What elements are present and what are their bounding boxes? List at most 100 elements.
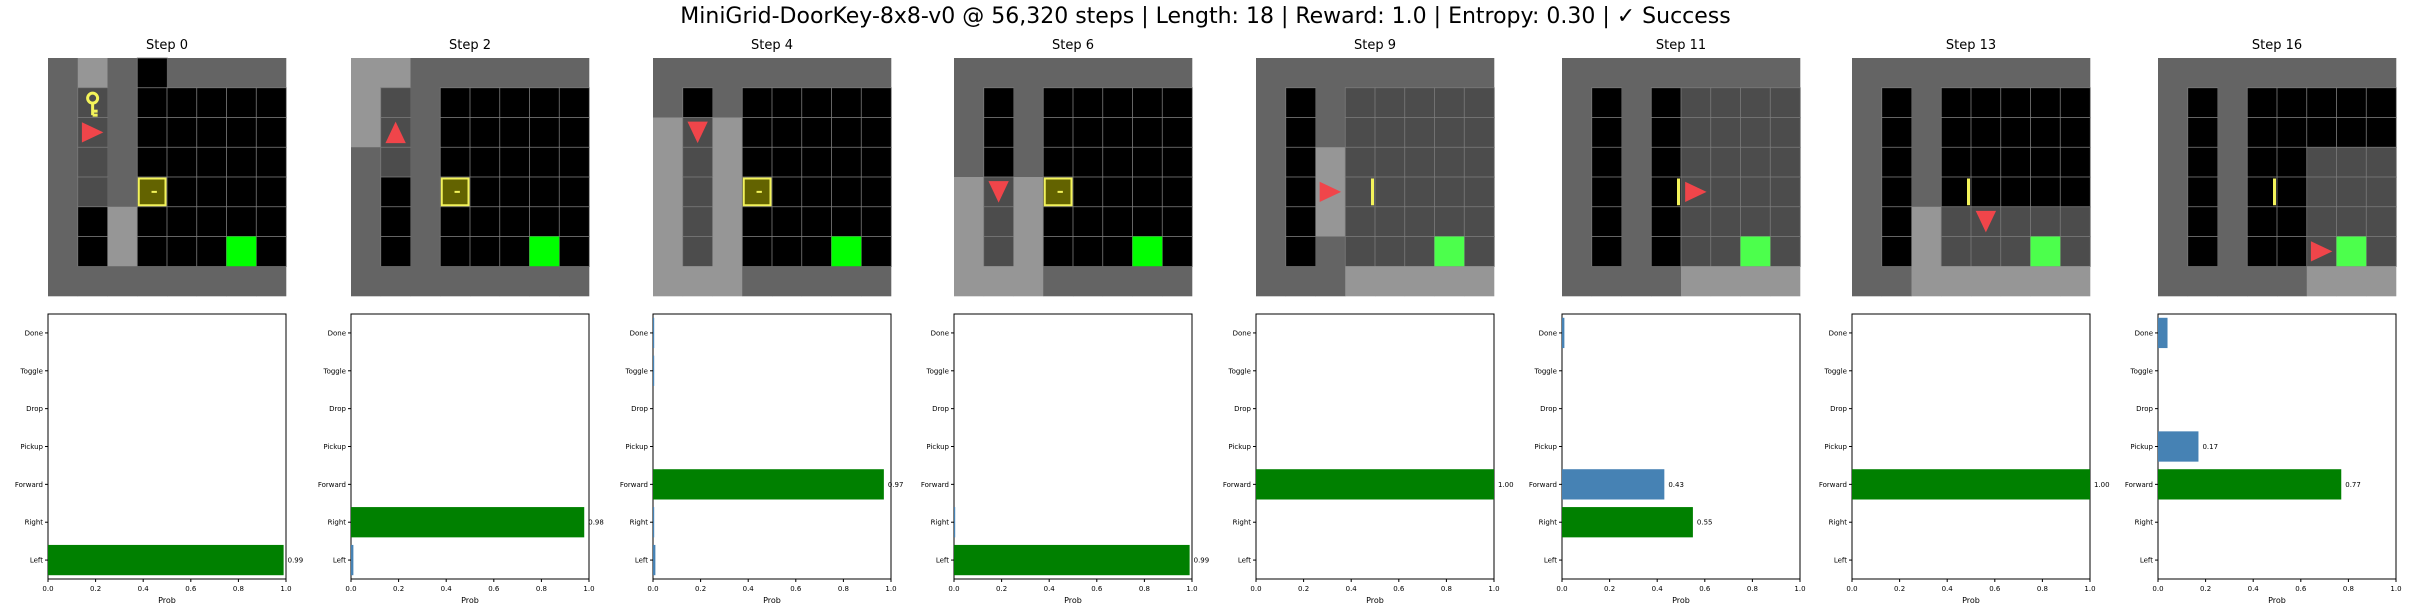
- y-tick-label: Pickup: [323, 443, 346, 451]
- wall-cell: [2366, 266, 2397, 297]
- floor-cell: [771, 146, 803, 178]
- wall-cell: [1315, 58, 1346, 89]
- floor-cell: [1374, 236, 1406, 267]
- wall-cell: [653, 177, 684, 208]
- floor-cell: [1344, 236, 1376, 267]
- x-tick-label: 0.6: [1091, 585, 1103, 593]
- floor-cell: [1434, 206, 1465, 238]
- panel-title: Step 16: [2252, 38, 2302, 53]
- wall-cell: [1256, 117, 1287, 148]
- floor-cell: [469, 236, 501, 267]
- wall-cell: [77, 266, 108, 297]
- x-tick-label: 0.4: [1652, 585, 1664, 593]
- floor-cell: [1680, 87, 1712, 119]
- floor-cell: [1042, 87, 1074, 119]
- wall-cell: [351, 177, 382, 208]
- wall-cell: [1971, 58, 2002, 89]
- wall-cell: [107, 266, 138, 297]
- wall-cell: [712, 87, 743, 118]
- goal-tile: [1740, 236, 1771, 267]
- wall-cell: [1852, 266, 1883, 297]
- floor-cell: [2246, 176, 2278, 208]
- x-axis-label: Prob: [1672, 596, 1690, 605]
- wall-cell: [1971, 266, 2002, 297]
- x-tick-label: 0.0: [42, 585, 53, 593]
- wall-cell: [954, 236, 985, 267]
- wall-cell: [1404, 266, 1435, 297]
- bar-value-label: 0.17: [2202, 443, 2218, 451]
- x-tick-label: 0.4: [138, 585, 150, 593]
- wall-cell: [226, 266, 257, 297]
- floor-cell: [1769, 146, 1801, 178]
- floor-cell: [2187, 117, 2219, 148]
- floor-cell: [1940, 236, 1972, 267]
- wall-cell: [1852, 58, 1883, 89]
- floor-cell: [166, 236, 198, 267]
- floor-cell: [1374, 117, 1406, 148]
- floor-cell: [1285, 117, 1317, 148]
- wall-cell: [2158, 236, 2189, 267]
- floor-cell: [1404, 87, 1436, 119]
- x-tick-label: 0.2: [1604, 585, 1615, 593]
- key-icon: [86, 91, 100, 117]
- y-tick-label: Forward: [2125, 481, 2153, 489]
- floor-cell: [2000, 87, 2032, 119]
- panel-title: Step 4: [751, 38, 793, 53]
- wall-cell: [107, 58, 138, 89]
- wall-cell: [1941, 266, 1972, 297]
- wall-cell: [2217, 177, 2248, 208]
- floor-cell: [136, 236, 168, 267]
- floor-cell: [1072, 206, 1104, 238]
- wall-cell: [410, 147, 441, 178]
- floor-cell: [1102, 146, 1134, 178]
- floor-cell: [2306, 146, 2338, 178]
- wall-cell: [861, 58, 892, 89]
- wall-cell: [1562, 87, 1593, 118]
- chart-frame: [47, 313, 287, 580]
- floor-cell: [439, 87, 471, 119]
- floor-cell: [983, 87, 1015, 119]
- floor-cell: [1404, 206, 1436, 238]
- wall-cell: [1651, 58, 1682, 89]
- bar-value-label: 0.97: [888, 481, 904, 489]
- wall-cell: [682, 58, 713, 89]
- floor-cell: [2059, 146, 2091, 178]
- floor-cell: [196, 206, 228, 238]
- floor-cell: [1102, 117, 1134, 148]
- bar-value-label: 0.77: [2345, 481, 2361, 489]
- action-prob-chart: Left Right Forward Pickup Drop Toggle Done 0.77…: [2125, 313, 2402, 605]
- wall-cell: [1562, 117, 1593, 148]
- y-tick-label: Toggle: [322, 367, 346, 375]
- floor-cell: [1463, 206, 1495, 238]
- x-tick-label: 0.6: [1393, 585, 1405, 593]
- wall-cell: [410, 58, 441, 89]
- floor-cell: [1042, 117, 1074, 148]
- chart-frame: [1255, 313, 1495, 580]
- floor-cell: [136, 146, 168, 178]
- floor-cell: [529, 117, 560, 148]
- wall-cell: [801, 266, 832, 297]
- wall-cell: [954, 177, 985, 208]
- wall-cell: [1013, 58, 1044, 89]
- bar-done: [1562, 317, 1565, 349]
- wall-cell: [1315, 206, 1346, 237]
- panel-title: Step 6: [1052, 38, 1094, 53]
- bar-left: [351, 544, 354, 576]
- floor-cell: [1161, 206, 1193, 238]
- floor-cell: [136, 206, 168, 238]
- floor-cell: [499, 87, 531, 119]
- wall-cell: [410, 206, 441, 237]
- floor-cell: [2306, 176, 2338, 208]
- floor-cell: [2276, 117, 2308, 148]
- wall-cell: [954, 266, 985, 297]
- floor-cell: [499, 176, 531, 208]
- wall-cell: [1315, 117, 1346, 148]
- wall-cell: [167, 58, 198, 89]
- goal-tile: [2336, 236, 2367, 267]
- bar-right: [1562, 507, 1693, 538]
- floor-cell: [2000, 206, 2032, 238]
- floor-cell: [1591, 236, 1623, 267]
- floor-cell: [1344, 176, 1376, 208]
- wall-cell: [2158, 87, 2189, 118]
- bar-forward: [2158, 469, 2342, 500]
